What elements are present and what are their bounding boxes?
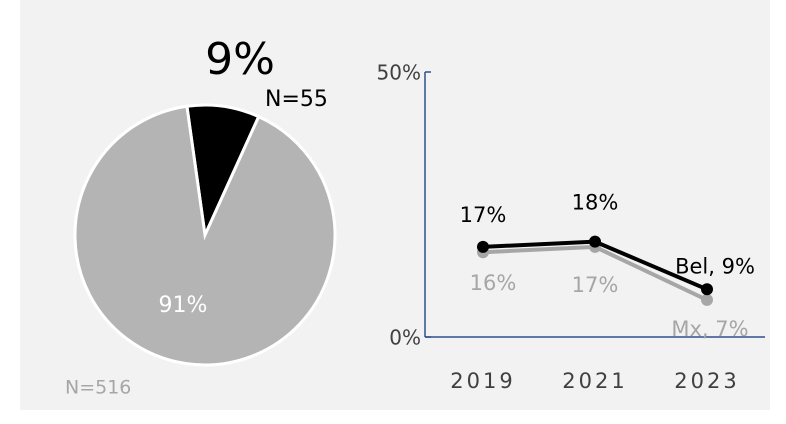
x-tick-label: 2023 xyxy=(674,369,739,393)
data-label: 17% xyxy=(572,273,619,297)
y-tick-label: 50% xyxy=(377,61,421,85)
slice-label: 91% xyxy=(159,293,208,318)
annotation: N=516 xyxy=(65,377,131,399)
x-tick-label: 2019 xyxy=(450,369,515,393)
pie-slice xyxy=(73,104,337,367)
point xyxy=(589,235,601,248)
data-label: Bel, 9% xyxy=(675,254,755,278)
data-label: 17% xyxy=(460,203,507,227)
slice-label: 9% xyxy=(205,34,275,85)
data-label: 18% xyxy=(572,191,619,215)
x-tick-label: 2021 xyxy=(562,369,627,393)
point xyxy=(477,240,489,253)
data-label: 16% xyxy=(470,271,517,295)
point xyxy=(701,293,713,306)
y-tick-label: 0% xyxy=(389,326,421,350)
point xyxy=(701,283,713,296)
data-label: Mx, 7% xyxy=(671,317,748,341)
annotation: N=55 xyxy=(265,87,328,112)
